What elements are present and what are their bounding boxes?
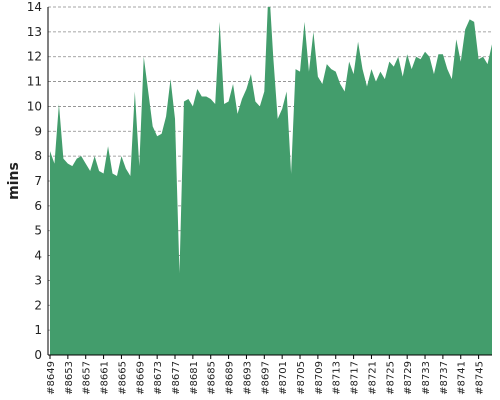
y-axis-label: mins bbox=[6, 162, 22, 200]
x-tick-label: #8717 bbox=[350, 361, 361, 395]
x-tick-label: #8709 bbox=[314, 361, 325, 395]
y-tick-label: 11 bbox=[27, 75, 42, 89]
x-tick-label: #8745 bbox=[475, 361, 486, 395]
x-tick-label: #8649 bbox=[46, 361, 57, 395]
x-tick-label: #8701 bbox=[278, 361, 289, 395]
x-tick-label: #8693 bbox=[242, 361, 253, 395]
x-tick-label: #8705 bbox=[296, 361, 307, 395]
y-tick-label: 13 bbox=[27, 25, 42, 39]
y-tick-label: 10 bbox=[27, 99, 42, 113]
y-tick-label: 7 bbox=[34, 174, 42, 188]
y-tick-label: 14 bbox=[27, 0, 42, 14]
x-tick-label: #8669 bbox=[135, 361, 146, 395]
x-tick-label: #8689 bbox=[225, 361, 236, 395]
y-tick-label: 8 bbox=[34, 149, 42, 163]
x-tick-label: #8657 bbox=[82, 361, 93, 395]
x-tick-label: #8741 bbox=[457, 361, 468, 395]
y-tick-label: 0 bbox=[34, 348, 42, 362]
x-tick-label: #8737 bbox=[439, 361, 450, 395]
x-tick-label: #8697 bbox=[260, 361, 271, 395]
x-tick-label: #8685 bbox=[207, 361, 218, 395]
y-tick-label: 9 bbox=[34, 124, 42, 138]
x-tick-label: #8733 bbox=[421, 361, 432, 395]
x-tick-label: #8681 bbox=[189, 361, 200, 395]
x-tick-label: #8653 bbox=[64, 361, 75, 395]
x-tick-label: #8729 bbox=[403, 361, 414, 395]
x-tick-label: #8673 bbox=[153, 361, 164, 395]
x-tick-label: #8665 bbox=[117, 361, 128, 395]
x-tick-label: #8661 bbox=[100, 361, 111, 395]
x-tick-label: #8713 bbox=[332, 361, 343, 395]
y-tick-label: 12 bbox=[27, 50, 42, 64]
x-tick-label: #8677 bbox=[171, 361, 182, 395]
x-tick-label: #8725 bbox=[385, 361, 396, 395]
y-tick-label: 1 bbox=[34, 323, 42, 337]
y-tick-label: 2 bbox=[34, 298, 42, 312]
x-tick-label: #8721 bbox=[367, 361, 378, 395]
y-tick-label: 6 bbox=[34, 199, 42, 213]
area bbox=[50, 7, 492, 355]
y-tick-label: 4 bbox=[34, 249, 42, 263]
y-tick-label: 3 bbox=[34, 273, 42, 287]
y-tick-label: 5 bbox=[34, 224, 42, 238]
